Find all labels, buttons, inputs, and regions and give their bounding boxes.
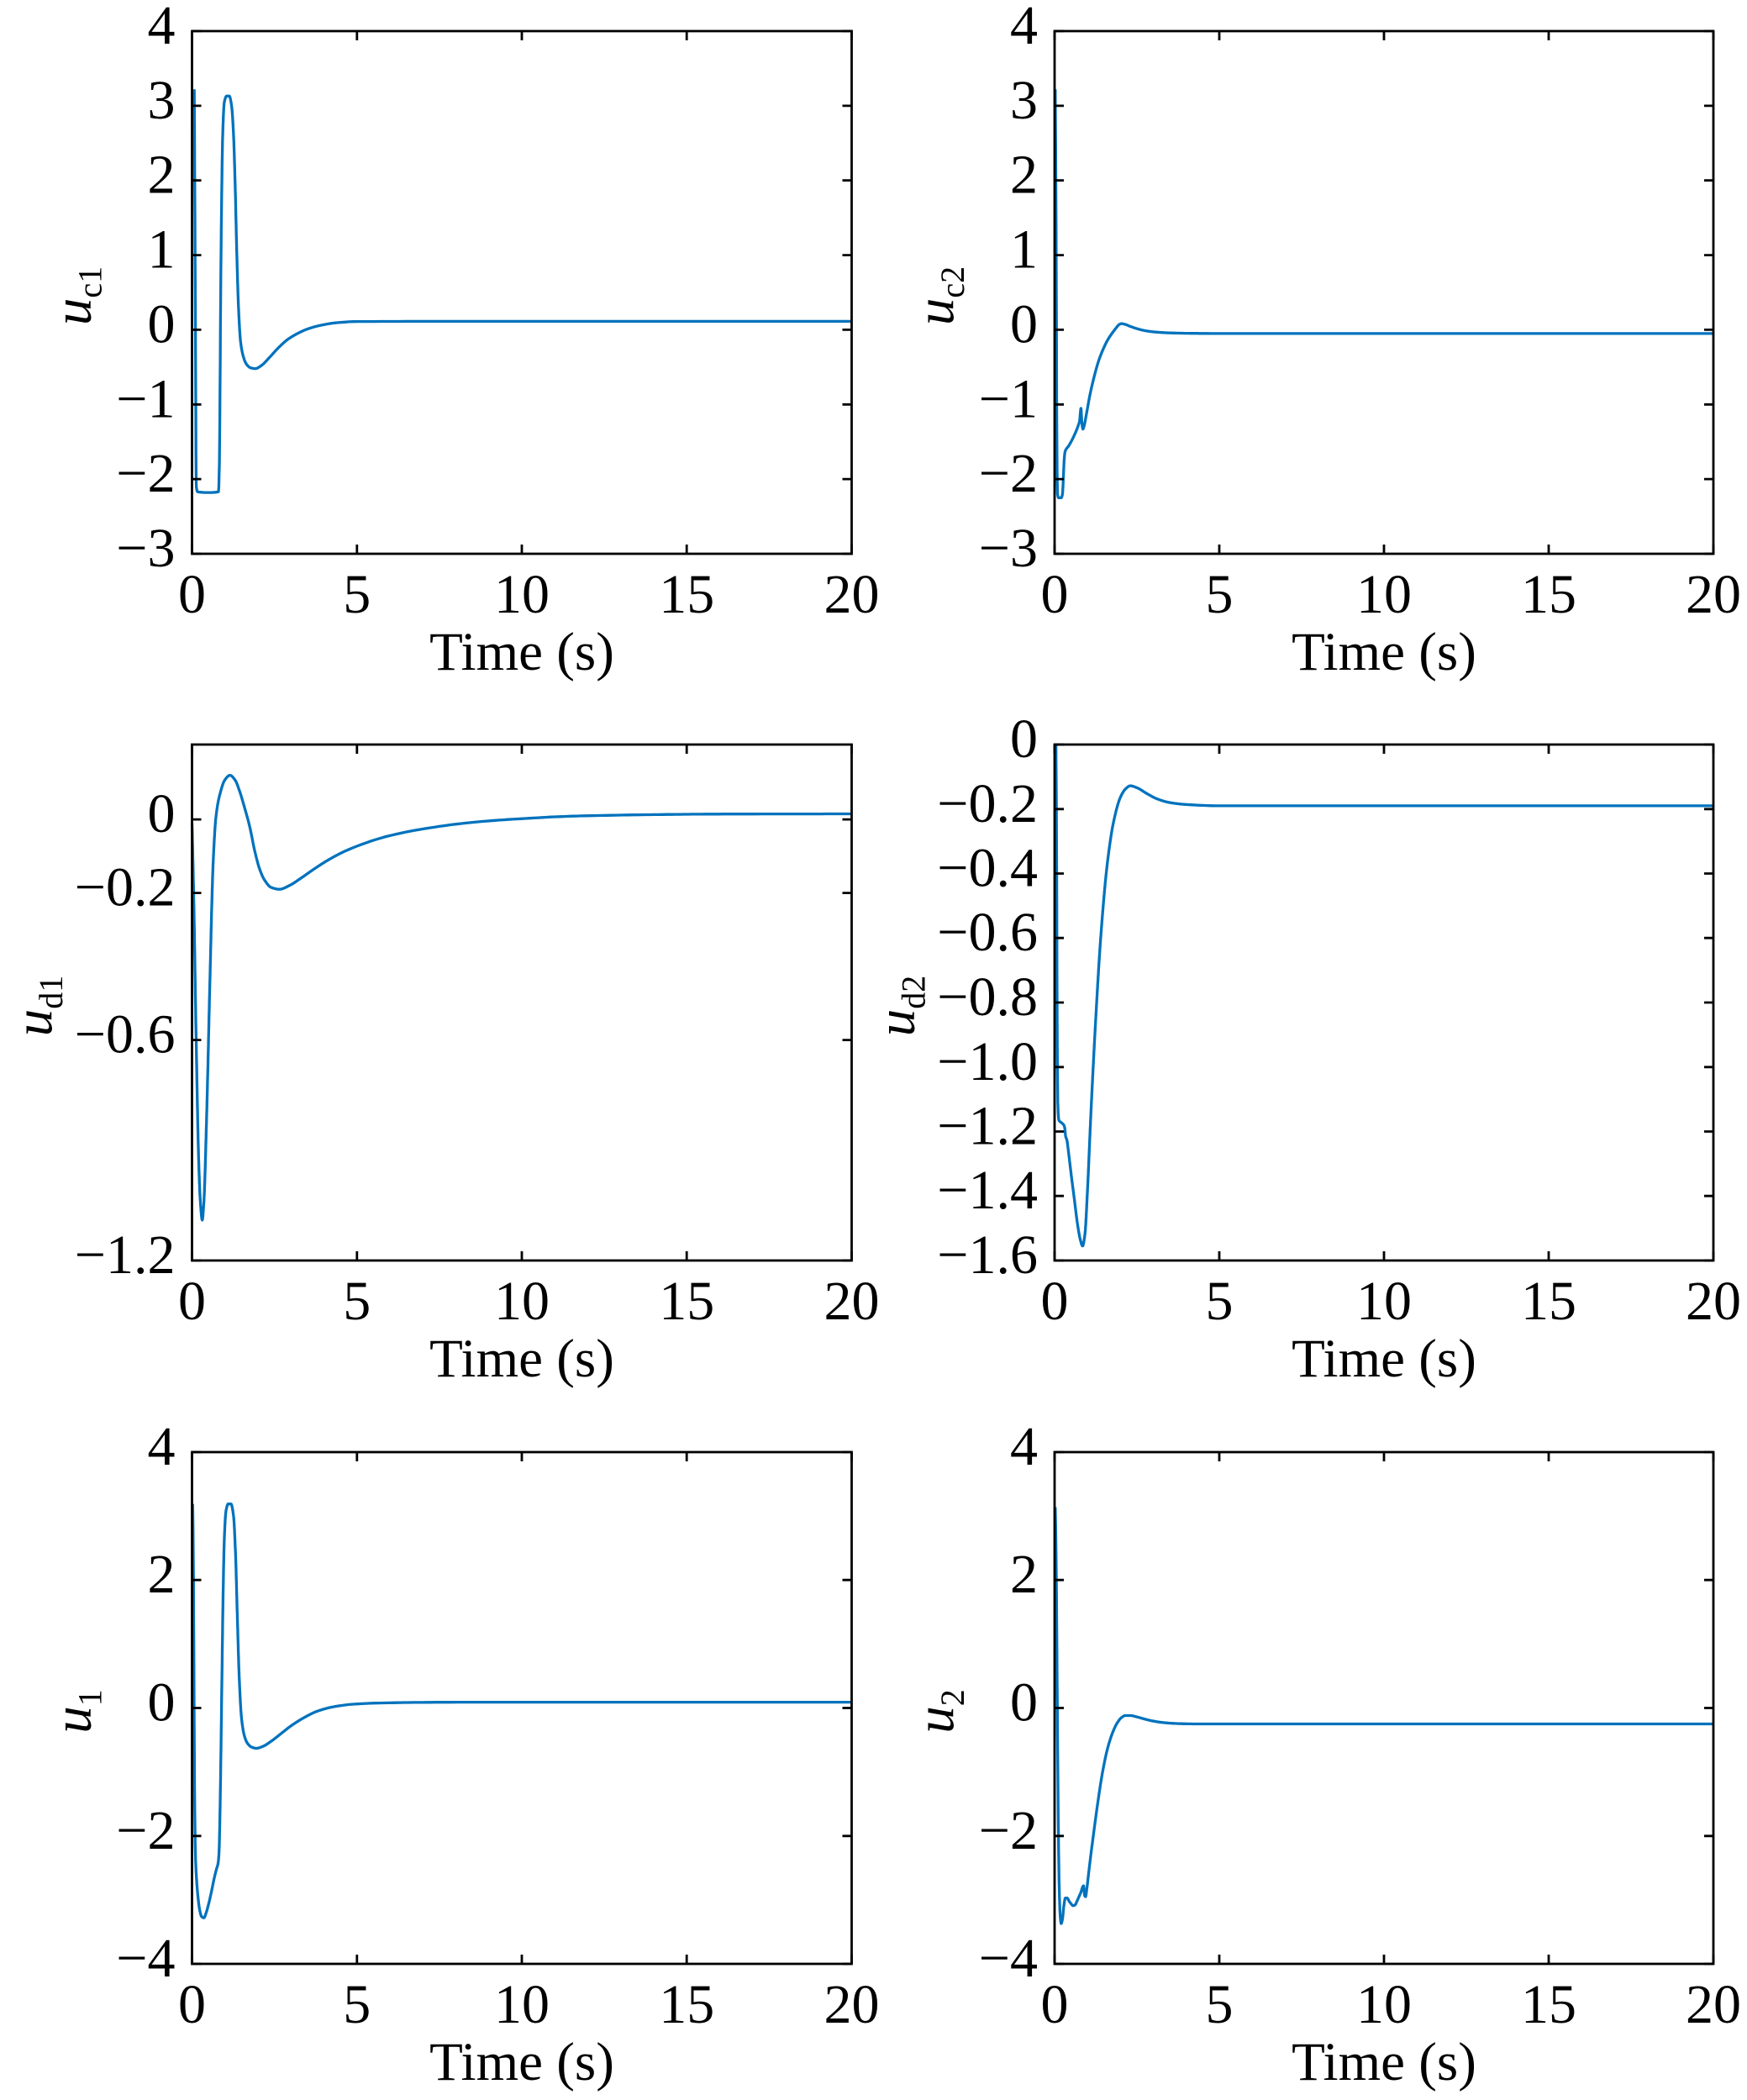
- svg-text:−2: −2: [116, 1800, 175, 1861]
- svg-text:3: 3: [148, 70, 176, 131]
- svg-text:2: 2: [148, 145, 176, 206]
- svg-text:4: 4: [1010, 1416, 1038, 1477]
- svg-text:−0.4: −0.4: [937, 838, 1038, 899]
- svg-text:−0.6: −0.6: [937, 902, 1038, 963]
- svg-text:15: 15: [1521, 1974, 1576, 2035]
- svg-text:0: 0: [148, 1672, 176, 1734]
- svg-text:−2: −2: [979, 443, 1038, 504]
- svg-text:0: 0: [178, 1271, 206, 1332]
- svg-text:−1.6: −1.6: [937, 1224, 1038, 1286]
- svg-text:u1: u1: [43, 1689, 109, 1734]
- svg-text:5: 5: [1206, 564, 1234, 625]
- svg-text:1: 1: [148, 219, 176, 281]
- svg-text:0: 0: [1041, 1271, 1069, 1332]
- svg-text:20: 20: [1686, 564, 1741, 625]
- svg-text:20: 20: [824, 1974, 880, 2035]
- svg-text:−0.2: −0.2: [75, 857, 176, 918]
- svg-text:−1.0: −1.0: [937, 1031, 1038, 1092]
- svg-text:Time (s): Time (s): [1292, 1329, 1476, 1389]
- svg-text:0: 0: [178, 1974, 206, 2035]
- svg-text:15: 15: [1521, 1271, 1576, 1332]
- svg-text:Time (s): Time (s): [1292, 2032, 1476, 2092]
- svg-text:10: 10: [1356, 1271, 1412, 1332]
- svg-text:Time (s): Time (s): [429, 622, 614, 682]
- svg-text:ud2: ud2: [866, 976, 933, 1037]
- svg-text:−1: −1: [116, 368, 175, 429]
- svg-text:−1.2: −1.2: [75, 1224, 176, 1286]
- svg-text:15: 15: [659, 564, 714, 625]
- svg-text:uc2: uc2: [905, 266, 971, 325]
- svg-text:4: 4: [1010, 0, 1038, 56]
- svg-text:20: 20: [1686, 1974, 1741, 2035]
- svg-text:−0.2: −0.2: [937, 773, 1038, 834]
- svg-text:−3: −3: [979, 518, 1038, 579]
- svg-text:5: 5: [343, 1271, 371, 1332]
- svg-text:20: 20: [1686, 1271, 1741, 1332]
- svg-text:2: 2: [148, 1544, 176, 1605]
- svg-text:1: 1: [1010, 219, 1038, 281]
- svg-text:15: 15: [659, 1271, 714, 1332]
- svg-text:0: 0: [148, 783, 176, 845]
- svg-text:0: 0: [178, 564, 206, 625]
- svg-text:4: 4: [148, 1416, 176, 1477]
- svg-text:−0.8: −0.8: [937, 966, 1038, 1028]
- svg-text:10: 10: [494, 564, 550, 625]
- svg-text:3: 3: [1010, 70, 1038, 131]
- svg-text:ud1: ud1: [3, 976, 70, 1037]
- svg-text:−2: −2: [979, 1800, 1038, 1861]
- svg-text:−1.2: −1.2: [937, 1096, 1038, 1157]
- svg-text:−3: −3: [116, 518, 175, 579]
- svg-text:15: 15: [1521, 564, 1576, 625]
- svg-text:0: 0: [1041, 564, 1069, 625]
- svg-text:10: 10: [494, 1271, 550, 1332]
- svg-text:10: 10: [494, 1974, 550, 2035]
- svg-text:2: 2: [1010, 1544, 1038, 1605]
- svg-text:uc1: uc1: [43, 266, 109, 325]
- svg-text:−4: −4: [116, 1928, 175, 1989]
- svg-text:−4: −4: [979, 1928, 1038, 1989]
- svg-text:5: 5: [343, 564, 371, 625]
- svg-text:0: 0: [1010, 708, 1038, 770]
- svg-text:Time (s): Time (s): [429, 2032, 614, 2092]
- svg-text:4: 4: [148, 0, 176, 56]
- svg-text:0: 0: [1010, 1672, 1038, 1734]
- svg-text:−0.6: −0.6: [75, 1004, 176, 1066]
- svg-text:0: 0: [1041, 1974, 1069, 2035]
- svg-text:10: 10: [1356, 1974, 1412, 2035]
- svg-text:−2: −2: [116, 443, 175, 504]
- svg-text:2: 2: [1010, 145, 1038, 206]
- svg-text:u2: u2: [905, 1689, 971, 1734]
- svg-text:5: 5: [1206, 1974, 1234, 2035]
- svg-text:−1.4: −1.4: [937, 1160, 1038, 1221]
- svg-text:0: 0: [148, 293, 176, 355]
- svg-text:Time (s): Time (s): [429, 1329, 614, 1389]
- svg-text:0: 0: [1010, 293, 1038, 355]
- svg-text:Time (s): Time (s): [1292, 622, 1476, 682]
- svg-text:20: 20: [824, 564, 880, 625]
- svg-text:−1: −1: [979, 368, 1038, 429]
- svg-text:20: 20: [824, 1271, 880, 1332]
- svg-text:5: 5: [343, 1974, 371, 2035]
- svg-text:5: 5: [1206, 1271, 1234, 1332]
- svg-text:10: 10: [1356, 564, 1412, 625]
- svg-text:15: 15: [659, 1974, 714, 2035]
